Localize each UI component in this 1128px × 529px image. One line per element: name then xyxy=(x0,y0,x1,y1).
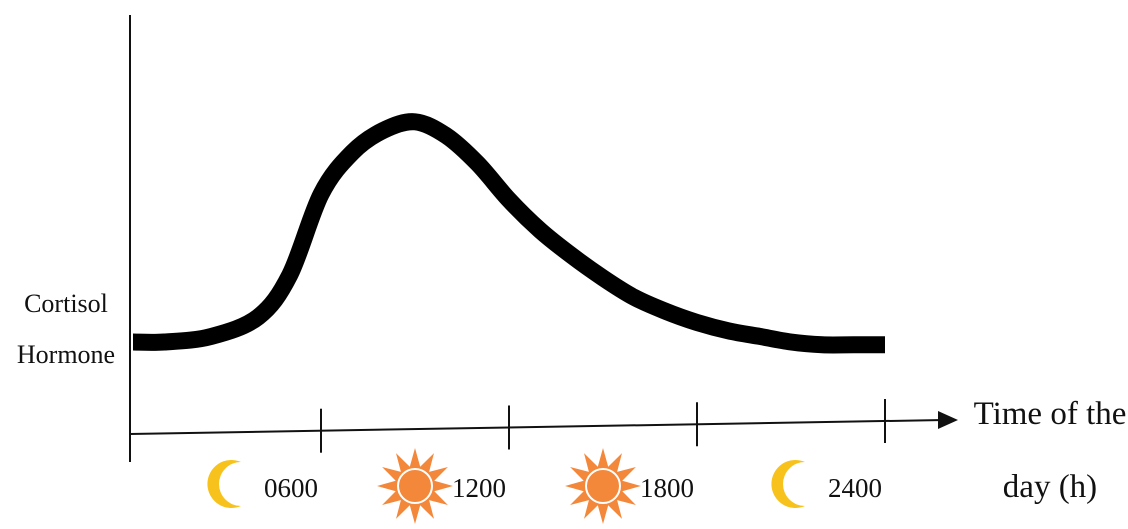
y-axis-label-line2: Hormone xyxy=(17,340,115,369)
moon-icon xyxy=(207,460,241,509)
x-tick-label-2: 1800 xyxy=(640,473,694,503)
x-tick-label-3: 2400 xyxy=(828,473,882,503)
y-axis-label-line1: Cortisol xyxy=(24,289,108,318)
sun-icon xyxy=(565,448,641,524)
x-axis-label-line1: Time of the xyxy=(974,396,1127,432)
x-axis-arrowhead xyxy=(938,411,958,429)
cortisol-curve xyxy=(132,113,885,354)
x-axis-label-line2: day (h) xyxy=(1003,469,1097,505)
x-tick-label-1: 1200 xyxy=(452,473,506,503)
time-icons xyxy=(207,448,805,524)
x-ticks: 0600 1200 1800 2400 xyxy=(264,399,886,503)
x-axis xyxy=(129,419,945,435)
x-tick-label-0: 0600 xyxy=(264,473,318,503)
sun-icon xyxy=(377,448,453,524)
moon-icon xyxy=(771,460,805,508)
